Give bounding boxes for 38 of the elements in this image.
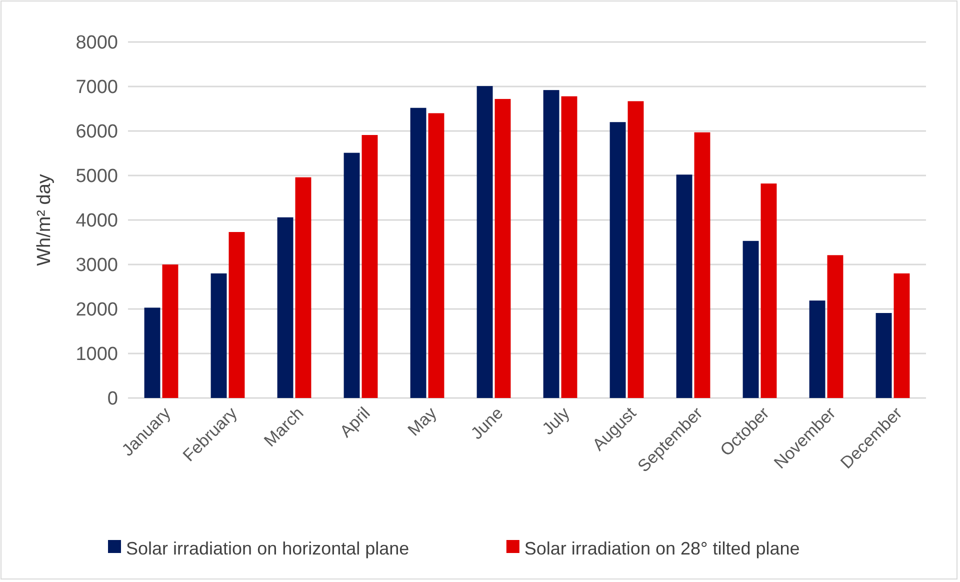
x-tick-label: May xyxy=(404,403,441,440)
y-tick-label: 1000 xyxy=(76,344,118,366)
bar xyxy=(144,308,160,398)
y-tick-label: 0 xyxy=(107,388,118,410)
bar xyxy=(694,132,710,398)
bar xyxy=(610,122,626,398)
y-tick-label: 5000 xyxy=(76,166,118,188)
y-axis-title: Wh/m² day xyxy=(34,174,55,266)
bar xyxy=(210,273,227,398)
y-tick-label: 7000 xyxy=(76,77,118,98)
bar xyxy=(676,174,692,398)
bar xyxy=(543,90,560,398)
y-tick-label: 2000 xyxy=(76,300,118,321)
bar xyxy=(561,96,578,398)
bar xyxy=(476,86,493,398)
bar xyxy=(827,255,844,398)
legend-label: Solar irradiation on 28° tilted plane xyxy=(524,538,800,558)
bar xyxy=(295,177,312,398)
bar xyxy=(494,98,511,398)
y-tick-label: 6000 xyxy=(76,122,118,143)
bar xyxy=(628,101,644,398)
bar xyxy=(760,184,777,398)
y-tick-label: 4000 xyxy=(76,210,118,232)
y-tick-label: 3000 xyxy=(76,255,118,276)
x-tick-label: July xyxy=(538,403,574,438)
bar xyxy=(410,108,426,398)
legend-label: Solar irradiation on horizontal plane xyxy=(126,538,410,558)
bar xyxy=(742,240,759,398)
bar xyxy=(894,273,910,398)
bar xyxy=(277,217,294,398)
bar xyxy=(362,135,378,398)
bar xyxy=(809,300,826,398)
bar xyxy=(344,152,360,398)
bar xyxy=(876,313,892,398)
bar xyxy=(228,232,245,398)
y-tick-label: 8000 xyxy=(76,32,118,54)
bar xyxy=(162,264,178,398)
bar xyxy=(428,113,444,398)
